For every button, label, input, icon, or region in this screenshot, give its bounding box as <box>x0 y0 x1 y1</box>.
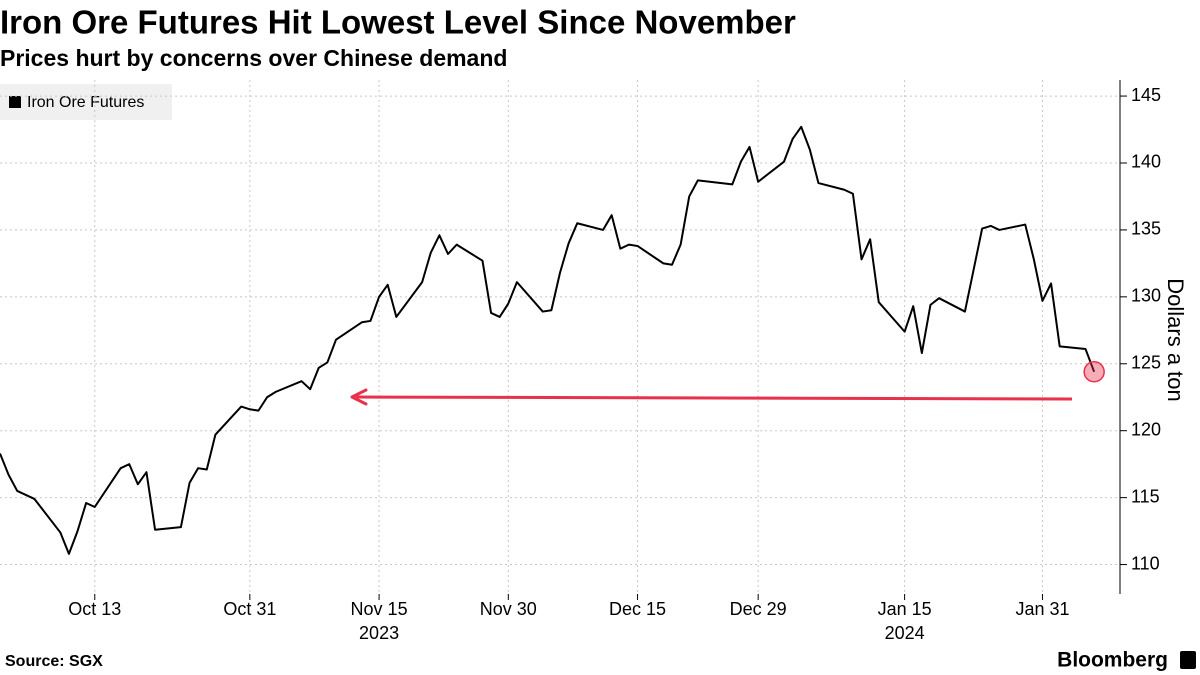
y-tick-label: 120 <box>1131 419 1161 439</box>
legend-swatch <box>9 96 21 108</box>
y-tick-label: 130 <box>1131 286 1161 306</box>
brand-icon <box>1180 651 1196 669</box>
x-tick-label: Dec 15 <box>609 599 666 619</box>
x-tick-label: Dec 29 <box>730 599 787 619</box>
legend-label: Iron Ore Futures <box>27 94 144 111</box>
x-year-label: 2023 <box>359 623 399 643</box>
y-tick-label: 125 <box>1131 353 1161 373</box>
source: Source: SGX <box>5 653 103 670</box>
x-tick-label: Oct 13 <box>68 599 121 619</box>
x-tick-label: Nov 15 <box>351 599 408 619</box>
annotation-arrow <box>355 395 1073 401</box>
highlight-point <box>1083 361 1105 383</box>
brand: Bloomberg <box>1057 649 1168 672</box>
y-tick-label: 115 <box>1131 486 1160 506</box>
chart-subtitle: Prices hurt by concerns over Chinese dem… <box>0 45 507 71</box>
annotation-arrowhead <box>350 388 368 406</box>
line <box>0 125 1096 555</box>
x-tick-label: Jan 15 <box>878 599 932 619</box>
y-axis-label: Dollars a ton <box>1163 278 1188 402</box>
x-tick-label: Nov 30 <box>480 599 537 619</box>
legend <box>0 84 172 120</box>
y-tick-label: 110 <box>1131 553 1160 573</box>
y-tick-label: 145 <box>1131 85 1161 105</box>
y-tick-label: 140 <box>1131 152 1161 172</box>
chart-title: Iron Ore Futures Hit Lowest Level Since … <box>0 4 796 41</box>
y-tick-label: 135 <box>1131 219 1161 239</box>
x-year-label: 2024 <box>885 623 925 643</box>
x-tick-label: Jan 31 <box>1015 599 1069 619</box>
x-tick-label: Oct 31 <box>223 599 276 619</box>
